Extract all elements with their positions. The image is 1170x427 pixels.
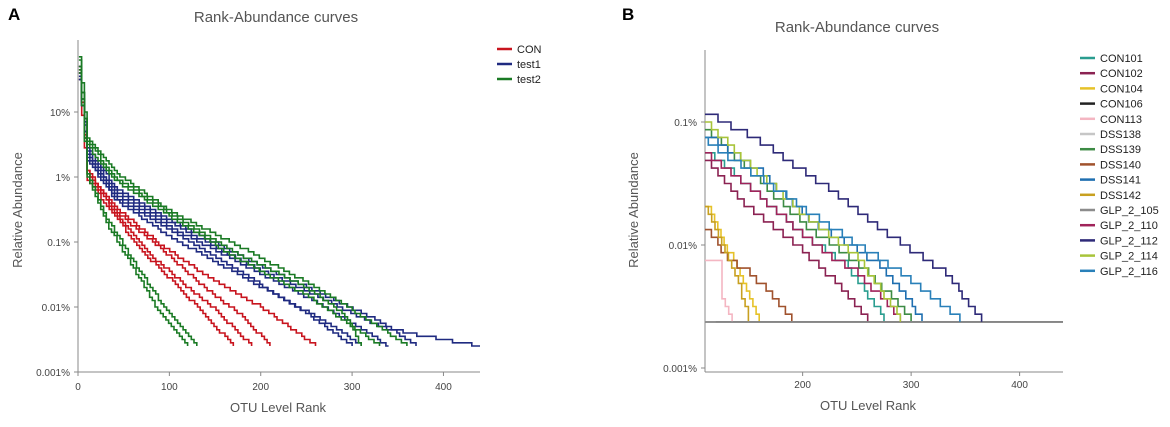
- panel-a-ticks: 0 100 200 300 400 0.001% 0.01% 0.1% 1% 10%: [36, 108, 452, 393]
- legend-label-dss142: DSS142: [1100, 190, 1141, 202]
- y-tick-label: 1%: [56, 173, 71, 184]
- series-line-glp_2_116: [705, 136, 961, 322]
- legend-label-dss141: DSS141: [1100, 175, 1141, 187]
- panel-a-title: Rank-Abundance curves: [194, 9, 358, 26]
- x-tick-label: 400: [1011, 380, 1028, 391]
- panel-b-ylabel: Relative Abundance: [626, 152, 641, 268]
- legend-label-test1: test1: [517, 59, 541, 71]
- series-line-dss142: [705, 205, 750, 322]
- x-tick-label: 200: [252, 382, 269, 393]
- x-tick-label: 300: [903, 380, 920, 391]
- series-line-test1-1: [78, 72, 480, 347]
- series-line-con-4: [78, 69, 271, 346]
- panel-b-legend: CON101 CON102 CON104 CON106 CON113 DSS138 DSS1…: [1080, 53, 1159, 278]
- y-tick-label: 0.01%: [42, 303, 70, 314]
- legend-label-glp_2_105: GLP_2_105: [1100, 205, 1159, 217]
- legend-label-glp_2_116: GLP_2_116: [1100, 266, 1158, 278]
- panel-a-series-lines: [78, 56, 480, 347]
- y-tick-label: 10%: [50, 108, 70, 119]
- panel-a-legend: CON test1 test2: [497, 44, 542, 86]
- y-tick-label: 0.001%: [36, 368, 70, 379]
- legend-label-con102: CON102: [1100, 68, 1143, 80]
- series-line-test2-3: [78, 56, 408, 346]
- panel-a-xlabel: OTU Level Rank: [230, 400, 327, 415]
- series-line-dss140: [705, 228, 793, 322]
- panel-b-letter: B: [622, 5, 634, 24]
- legend-label-glp_2_110: GLP_2_110: [1100, 220, 1158, 232]
- legend-label-dss140: DSS140: [1100, 159, 1141, 171]
- x-tick-label: 400: [435, 382, 452, 393]
- series-line-glp_2_110: [705, 152, 902, 322]
- legend-label-con113: CON113: [1100, 114, 1142, 126]
- y-tick-label: 0.001%: [663, 364, 697, 375]
- panel-a-letter: A: [8, 5, 20, 24]
- panel-b-ticks: 200 300 400 0.001% 0.01% 0.1%: [663, 118, 1028, 391]
- legend-label-con104: CON104: [1100, 83, 1143, 95]
- legend-label-dss139: DSS139: [1100, 144, 1141, 156]
- series-line-con102: [705, 159, 869, 322]
- series-line-test2-2: [78, 72, 198, 346]
- x-tick-label: 100: [161, 382, 178, 393]
- legend-label-con101: CON101: [1100, 53, 1143, 65]
- panel-b-xlabel: OTU Level Rank: [820, 398, 917, 413]
- x-tick-label: 0: [75, 382, 81, 393]
- series-line-con-3: [78, 78, 235, 346]
- legend-label-dss138: DSS138: [1100, 129, 1141, 141]
- legend-label-glp_2_114: GLP_2_114: [1100, 251, 1158, 263]
- y-tick-label: 0.01%: [669, 241, 697, 252]
- series-line-con-2: [78, 72, 317, 346]
- legend-label-con106: CON106: [1100, 99, 1143, 111]
- series-line-con101: [705, 152, 885, 322]
- legend-label-glp_2_112: GLP_2_112: [1100, 235, 1158, 247]
- panel-b-series-lines: [705, 113, 1063, 323]
- x-tick-label: 300: [344, 382, 361, 393]
- legend-label-con: CON: [517, 44, 542, 56]
- series-line-test2-5: [78, 69, 362, 346]
- series-line-test1-5: [78, 78, 389, 347]
- y-tick-label: 0.1%: [674, 118, 697, 129]
- series-line-test1-4: [78, 75, 353, 346]
- x-tick-label: 200: [794, 380, 811, 391]
- series-line-con113: [705, 259, 733, 322]
- panel-a-ylabel: Relative Abundance: [10, 152, 25, 268]
- series-line-test2-4: [78, 65, 381, 346]
- series-line-glp_2_112: [705, 113, 983, 322]
- y-tick-label: 0.1%: [47, 238, 70, 249]
- legend-label-test2: test2: [517, 74, 541, 86]
- panel-b-title: Rank-Abundance curves: [775, 19, 939, 36]
